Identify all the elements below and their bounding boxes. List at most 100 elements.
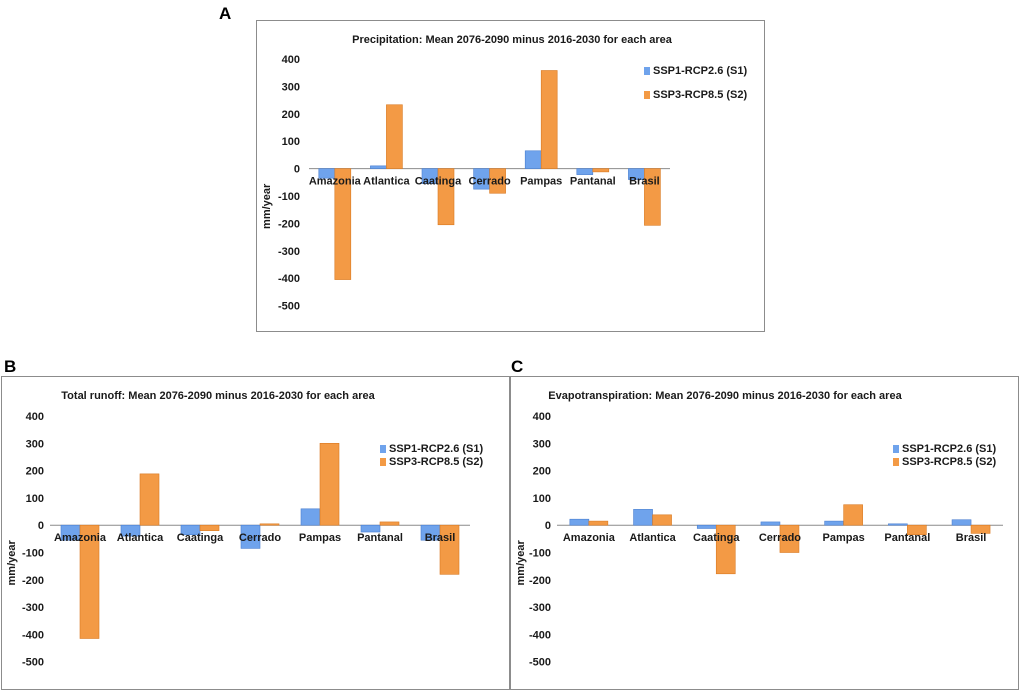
y-tick-label: 300 [282,81,300,93]
legend-swatch-s1 [380,445,386,453]
y-tick-label: -200 [22,575,44,587]
category-label: Brasil [425,532,456,544]
y-tick-label: 200 [26,466,44,478]
y-tick-label: 200 [282,109,300,121]
category-label: Amazonia [309,176,362,188]
y-axis-label: mm/year [261,183,273,229]
bar-s1-pampas [824,520,844,526]
bar-s2-brasil [439,524,460,575]
y-tick-label: 100 [533,493,551,505]
bar-s2-atlantica [139,473,160,526]
legend-swatch-s1 [644,67,650,75]
y-tick-label: 0 [545,520,551,532]
legend-label-s2: SSP3-RCP8.5 (S2) [902,456,996,468]
category-label: Atlantica [363,176,410,188]
y-tick-label: -400 [22,629,44,641]
bar-s2-pampas [319,442,340,526]
y-tick-label: 300 [533,438,551,450]
y-tick-label: 100 [282,136,300,148]
y-tick-label: 300 [26,438,44,450]
bar-s2-cerrado [779,524,800,553]
y-axis-label: mm/year [6,540,18,586]
bar-s2-caatinga [715,524,736,575]
y-tick-label: -400 [529,629,551,641]
y-tick-label: -300 [529,602,551,614]
y-tick-label: -500 [529,657,551,669]
bar-s2-amazonia [334,168,352,280]
bar-s2-caatinga [437,168,455,226]
bar-s1-cerrado [240,524,261,549]
y-tick-label: 0 [294,164,300,176]
y-tick-label: 400 [26,411,44,423]
bar-s2-pantanal [592,168,610,173]
y-tick-label: -500 [278,301,300,313]
category-label: Caatinga [693,532,740,544]
legend-label-s2: SSP3-RCP8.5 (S2) [653,89,747,101]
bar-s1-atlantica [120,524,141,537]
category-label: Cerrado [469,176,511,188]
bar-s2-brasil [970,524,991,534]
category-label: Atlantica [117,532,164,544]
category-label: Pantanal [884,532,930,544]
category-label: Pantanal [357,532,403,544]
y-tick-label: 200 [533,466,551,478]
y-tick-label: 400 [533,411,551,423]
category-label: Cerrado [239,532,281,544]
category-label: Pantanal [570,176,616,188]
y-tick-label: -200 [278,218,300,230]
bar-s1-amazonia [569,518,590,526]
category-label: Cerrado [759,532,801,544]
legend-swatch-s2 [644,91,650,99]
category-label: Brasil [956,532,987,544]
category-label: Pampas [299,532,341,544]
legend-swatch-s2 [893,458,899,466]
y-tick-label: 100 [26,493,44,505]
bar-s1-cerrado [760,521,781,526]
y-tick-label: -100 [529,548,551,560]
bar-s1-pantanal [360,524,381,533]
bar-s2-cerrado [489,168,506,194]
bar-s2-pantanal [379,521,400,526]
category-label: Caatinga [415,176,462,188]
bar-s1-atlantica [633,509,653,526]
legend-swatch-s2 [380,458,386,466]
panel-label-a: A [219,4,232,23]
category-label: Amazonia [563,532,616,544]
bar-s2-cerrado [259,523,280,526]
bar-s2-pantanal [907,524,927,536]
y-axis-label: mm/year [515,540,527,586]
bar-s2-amazonia [79,524,100,639]
bar-s2-pampas [540,70,558,169]
y-tick-label: -200 [529,575,551,587]
bar-s2-pampas [843,504,863,526]
y-tick-label: -100 [278,191,300,203]
y-tick-label: -100 [22,548,44,560]
chart-title: Precipitation: Mean 2076-2090 minus 2016… [352,34,673,46]
y-tick-label: -400 [278,273,300,285]
y-tick-label: -500 [22,657,44,669]
bar-s1-pantanal [888,523,908,526]
panel-label-c: C [511,357,524,376]
legend-label-s2: SSP3-RCP8.5 (S2) [389,456,483,468]
y-tick-label: 400 [282,54,300,66]
bar-s2-atlantica [652,514,672,526]
category-label: Pampas [520,176,562,188]
category-label: Brasil [629,176,660,188]
y-tick-label: 0 [38,520,44,532]
bar-s2-brasil [644,168,661,226]
category-label: Pampas [823,532,865,544]
category-label: Amazonia [54,532,107,544]
y-tick-label: -300 [278,246,300,258]
legend-swatch-s1 [893,445,899,453]
bar-s2-atlantica [386,104,403,169]
legend-label-s1: SSP1-RCP2.6 (S1) [902,443,996,455]
chart-title: Total runoff: Mean 2076-2090 minus 2016-… [61,390,375,402]
chart-frame-c [510,376,1019,690]
legend-label-s1: SSP1-RCP2.6 (S1) [653,65,747,77]
panel-label-b: B [4,357,17,376]
chart-title: Evapotranspiration: Mean 2076-2090 minus… [548,390,902,402]
bar-s1-brasil [951,519,972,526]
